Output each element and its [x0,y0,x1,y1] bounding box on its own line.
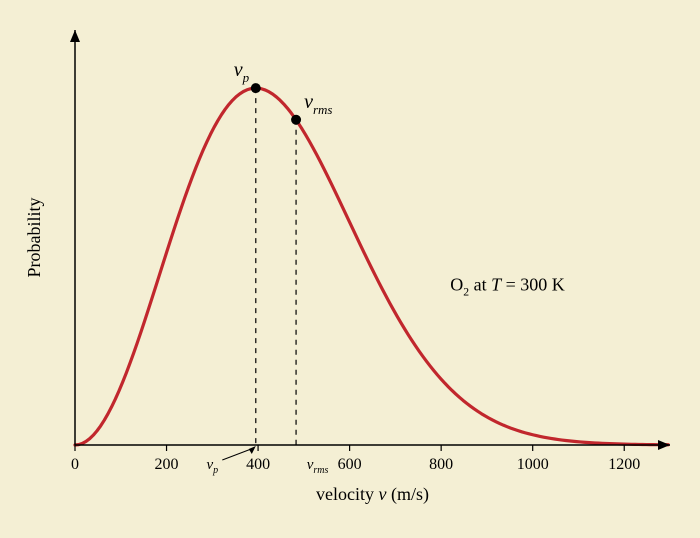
distribution-curve [75,88,668,445]
series-annotation: O2 at T = 300 K [450,275,565,299]
x-tick-label: 400 [246,456,270,473]
vrms-label: vrms [304,91,332,117]
vrms-point [291,115,301,125]
x-tick-label: 1000 [517,456,549,473]
x-tick-label: 1200 [608,456,640,473]
vrms-axis-label: vrms [307,457,329,476]
y-axis-title: Probability [24,198,44,278]
x-tick-label: 600 [338,456,362,473]
vp-point [251,83,261,93]
y-axis-arrow [70,30,80,42]
x-tick-label: 0 [71,456,79,473]
maxwell-boltzmann-chart: vp vrms 0 200 400 600 800 1000 1200 vp vrms velocit… [0,0,700,538]
x-axis-title: velocity v (m/s) [316,484,429,505]
x-tick-label: 800 [429,456,453,473]
x-axis-arrow [658,440,670,450]
x-tick-label: 200 [155,456,179,473]
vp-axis-label: vp [206,457,218,476]
vp-label: vp [234,59,250,85]
vp-pointer-head [249,446,256,454]
